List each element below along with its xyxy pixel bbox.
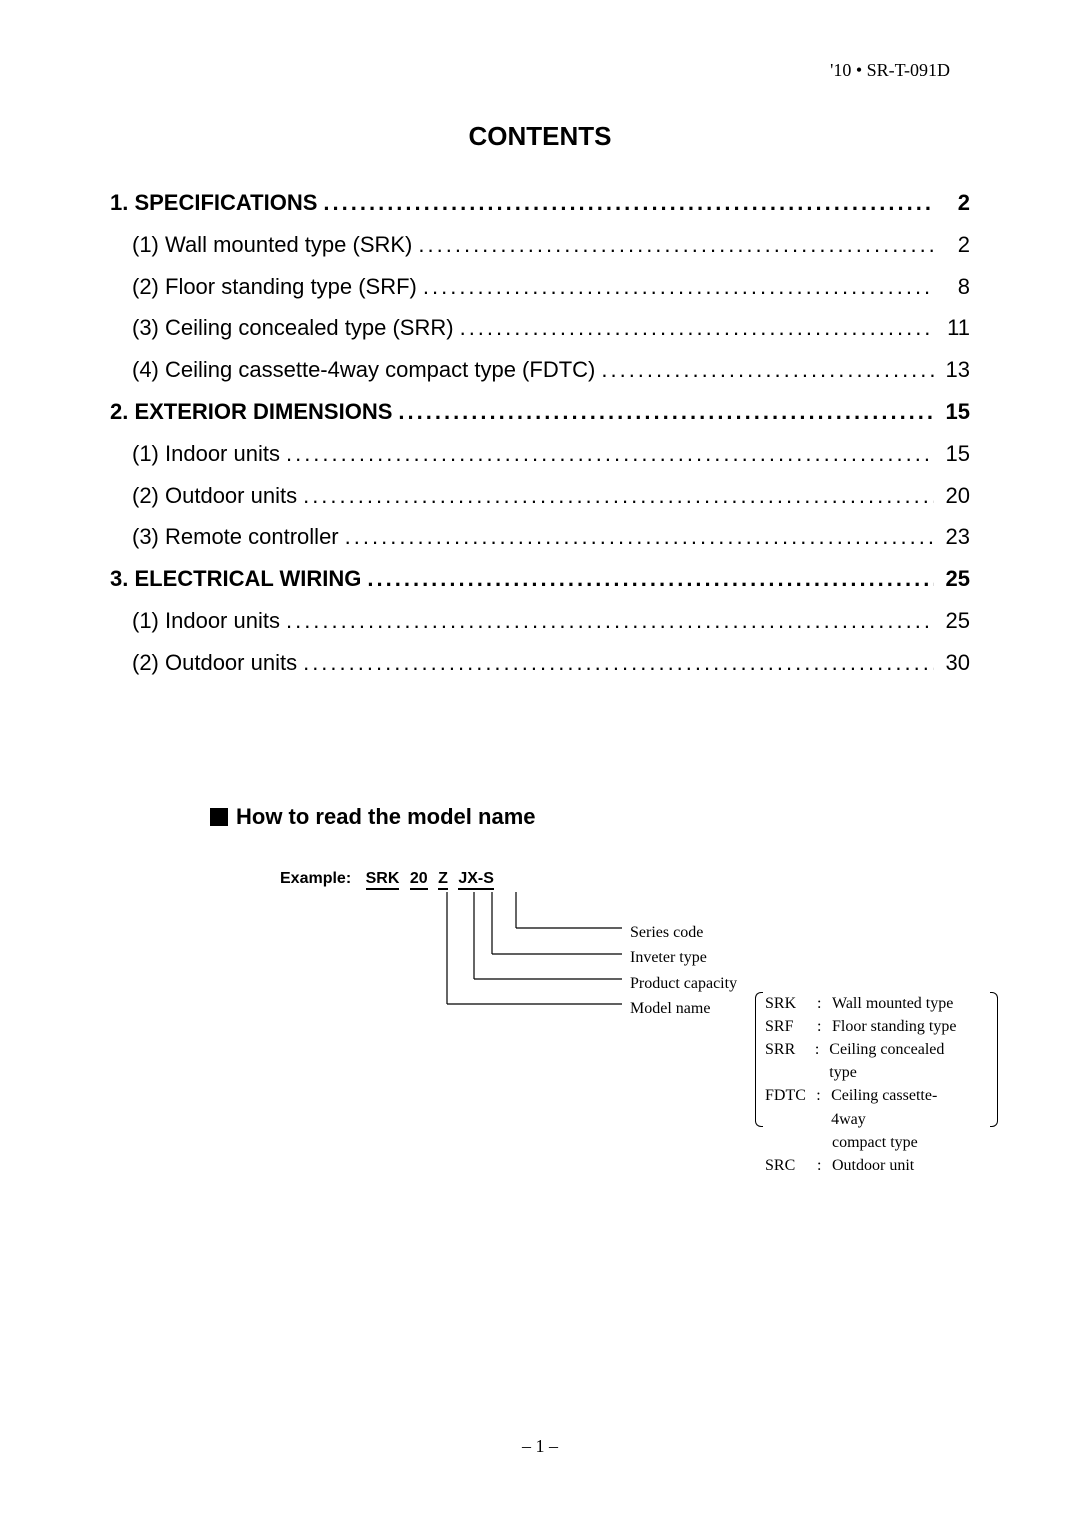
bracket-left-icon <box>755 992 763 1127</box>
toc-leader-dots <box>392 391 934 433</box>
toc-label: (3) Ceiling concealed type (SRR) <box>132 307 454 349</box>
toc-label: 3. ELECTRICAL WIRING <box>110 558 361 600</box>
toc-label: 2. EXTERIOR DIMENSIONS <box>110 391 392 433</box>
model-desc: Outdoor unit <box>832 1154 914 1177</box>
model-parts: SRK 20 Z JX-S <box>366 870 500 888</box>
toc-entry: (4) Ceiling cassette-4way compact type (… <box>110 349 970 391</box>
toc-leader-dots <box>339 516 934 558</box>
toc-entry: (2) Outdoor units 30 <box>110 642 970 684</box>
toc-label: (2) Floor standing type (SRF) <box>132 266 417 308</box>
model-sep: : <box>817 1154 832 1177</box>
toc-leader-dots <box>595 349 934 391</box>
toc-entry: (3) Ceiling concealed type (SRR) 11 <box>110 307 970 349</box>
toc-page-number: 25 <box>934 600 970 642</box>
model-code-row: SRK:Wall mounted type <box>765 992 970 1015</box>
toc-page-number: 25 <box>934 558 970 600</box>
model-code-list: SRK:Wall mounted typeSRF:Floor standing … <box>765 992 970 1178</box>
model-desc: Ceiling cassette-4way <box>831 1084 970 1130</box>
toc-page-number: 2 <box>934 224 970 266</box>
model-sep: : <box>816 1084 831 1130</box>
toc-page-number: 15 <box>934 433 970 475</box>
toc-page-number: 15 <box>934 391 970 433</box>
model-code: SRK <box>765 992 817 1015</box>
toc-entry: (2) Floor standing type (SRF) 8 <box>110 266 970 308</box>
toc-page-number: 13 <box>934 349 970 391</box>
model-sep: : <box>817 1015 832 1038</box>
callout: Series code <box>630 920 760 946</box>
model-part: JX-S <box>458 870 494 890</box>
model-code-row: SRF:Floor standing type <box>765 1015 970 1038</box>
doc-id: '10 • SR-T-091D <box>110 60 970 81</box>
toc-label: (2) Outdoor units <box>132 642 297 684</box>
toc-leader-dots <box>412 224 934 266</box>
model-desc: Floor standing type <box>832 1015 956 1038</box>
model-sep: : <box>817 992 832 1015</box>
model-part: 20 <box>410 870 428 890</box>
model-code-row: SRR:Ceiling concealed type <box>765 1038 970 1084</box>
model-sep: : <box>815 1038 829 1084</box>
model-part: SRK <box>366 870 400 890</box>
model-code-row: compact type <box>765 1131 970 1154</box>
model-code: SRF <box>765 1015 817 1038</box>
toc-page-number: 8 <box>934 266 970 308</box>
model-sep <box>817 1131 832 1154</box>
toc-leader-dots <box>280 433 934 475</box>
toc-entry: 1. SPECIFICATIONS 2 <box>110 182 970 224</box>
toc-page-number: 23 <box>934 516 970 558</box>
toc-leader-dots <box>454 307 934 349</box>
model-desc: Wall mounted type <box>832 992 953 1015</box>
toc-leader-dots <box>417 266 934 308</box>
how-to-title-text: How to read the model name <box>236 804 536 829</box>
table-of-contents: 1. SPECIFICATIONS 2(1) Wall mounted type… <box>110 182 970 684</box>
callout: Product capacity <box>630 971 760 997</box>
toc-label: (1) Indoor units <box>132 600 280 642</box>
model-part: Z <box>438 870 448 890</box>
page-number: – 1 – <box>0 1436 1080 1457</box>
toc-leader-dots <box>297 475 934 517</box>
toc-entry: (1) Indoor units 25 <box>110 600 970 642</box>
toc-entry: (1) Indoor units 15 <box>110 433 970 475</box>
page-title: CONTENTS <box>110 121 970 152</box>
toc-entry: (1) Wall mounted type (SRK) 2 <box>110 224 970 266</box>
bullet-square-icon <box>210 808 228 826</box>
model-desc: Ceiling concealed type <box>829 1038 970 1084</box>
toc-page-number: 2 <box>934 182 970 224</box>
toc-entry: 2. EXTERIOR DIMENSIONS 15 <box>110 391 970 433</box>
toc-leader-dots <box>361 558 934 600</box>
toc-leader-dots <box>317 182 934 224</box>
toc-entry: (3) Remote controller 23 <box>110 516 970 558</box>
model-code-row: SRC:Outdoor unit <box>765 1154 970 1177</box>
model-code: SRC <box>765 1154 817 1177</box>
toc-leader-dots <box>280 600 934 642</box>
toc-leader-dots <box>297 642 934 684</box>
toc-entry: (2) Outdoor units 20 <box>110 475 970 517</box>
model-code <box>765 1131 817 1154</box>
model-code-row: FDTC:Ceiling cassette-4way <box>765 1084 970 1130</box>
toc-label: (2) Outdoor units <box>132 475 297 517</box>
toc-label: (3) Remote controller <box>132 516 339 558</box>
model-name-diagram: Example: SRK 20 Z JX-S Series code Invet… <box>210 870 970 1170</box>
model-desc: compact type <box>832 1131 918 1154</box>
callout-list: Series code Inveter type Product capacit… <box>630 920 760 1022</box>
toc-page-number: 20 <box>934 475 970 517</box>
bracket-right-icon <box>990 992 998 1127</box>
toc-label: 1. SPECIFICATIONS <box>110 182 317 224</box>
model-code: FDTC <box>765 1084 816 1130</box>
toc-page-number: 11 <box>934 307 970 349</box>
example-label: Example: <box>280 870 351 887</box>
toc-label: (4) Ceiling cassette-4way compact type (… <box>132 349 595 391</box>
toc-label: (1) Indoor units <box>132 433 280 475</box>
toc-entry: 3. ELECTRICAL WIRING 25 <box>110 558 970 600</box>
toc-label: (1) Wall mounted type (SRK) <box>132 224 412 266</box>
callout: Model name <box>630 996 760 1022</box>
section-heading: How to read the model name <box>210 804 970 830</box>
callout: Inveter type <box>630 945 760 971</box>
toc-page-number: 30 <box>934 642 970 684</box>
model-code: SRR <box>765 1038 815 1084</box>
